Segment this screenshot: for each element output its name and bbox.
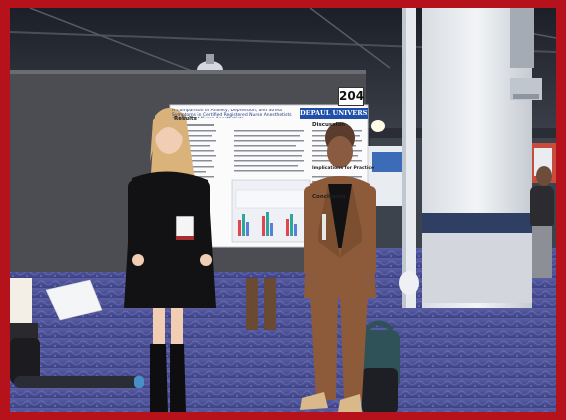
pillar [422, 8, 542, 308]
conference-photo [10, 8, 556, 412]
poster-university-logo: DEPAUL UNIVERSITY [300, 108, 368, 119]
poster-section-implications: Implications for Practice [312, 166, 375, 171]
paper-on-floor [45, 279, 103, 321]
poster-number: 204 [338, 87, 364, 106]
person-right [300, 122, 376, 412]
bag-left [10, 338, 40, 384]
poster-section-discussion: Discussion [312, 122, 346, 128]
ceiling-spotlight [371, 120, 385, 132]
photo-frame: 204 DEPAUL UNIVERSITY A Comparison of An… [10, 8, 556, 412]
background-person-right [530, 166, 554, 278]
poster-mini-chart [235, 189, 307, 236]
pipe [399, 8, 419, 308]
backpack [358, 320, 400, 412]
poster-title: A Comparison of Anxiety, Depression, and… [172, 109, 292, 118]
boots-behind [246, 278, 276, 330]
poster-section-conclusion: Conclusion [312, 194, 346, 200]
poster-tube [14, 376, 144, 388]
poster-section-results: Results [174, 116, 197, 122]
person-left [124, 108, 216, 412]
